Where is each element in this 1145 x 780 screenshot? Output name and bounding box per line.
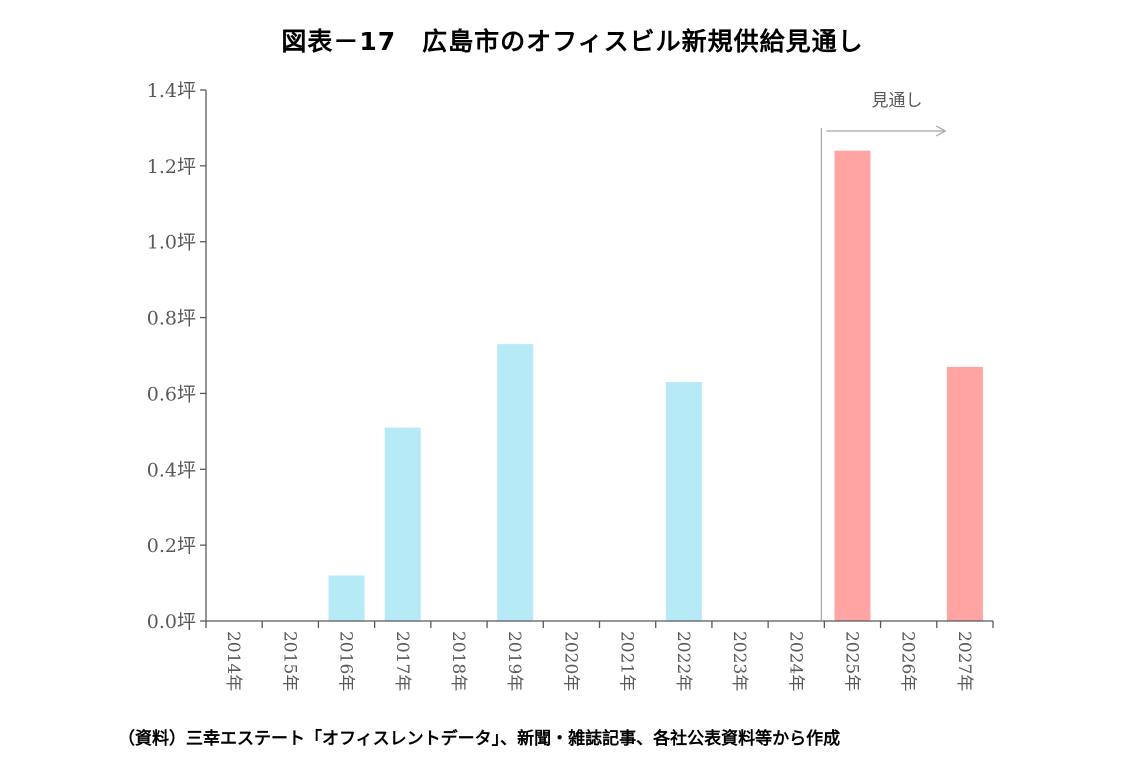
- x-tick-label: 2015年: [279, 631, 299, 691]
- y-tick-label: 1.0坪: [147, 232, 196, 254]
- y-tick-label: 0.0坪: [147, 611, 196, 633]
- bar-2019年: [497, 344, 534, 621]
- forecast-arrowhead: [935, 125, 947, 137]
- bar-2027年: [946, 366, 983, 621]
- x-tick-label: 2022年: [673, 631, 693, 691]
- source-note: （資料）三幸エステート「オフィスレントデータ」、新聞・雑誌記事、各社公表資料等か…: [118, 729, 841, 749]
- bar-2025年: [834, 150, 871, 621]
- bars-layer: [328, 150, 983, 621]
- x-tick-label: 2014年: [223, 631, 243, 691]
- chart-title: 図表－17 広島市のオフィスビル新規供給見通し: [281, 27, 864, 56]
- y-tick-label: 0.8坪: [147, 308, 196, 330]
- x-tick-label: 2023年: [729, 631, 749, 691]
- x-tick-label: 2020年: [560, 631, 580, 691]
- bar-2016年: [328, 575, 365, 621]
- axes-layer: 0.0坪 0.2坪 0.4坪 0.6坪 0.8坪 1.0坪 1.2坪 1.4坪 2014年 201…: [147, 80, 994, 691]
- x-tick-label: 2019年: [504, 631, 524, 691]
- y-tick-label: 1.2坪: [147, 156, 196, 178]
- bar-2022年: [665, 382, 702, 621]
- bar-2017年: [384, 427, 421, 621]
- y-tick-label: 0.6坪: [147, 383, 196, 405]
- forecast-annotation: 見通し: [820, 91, 947, 621]
- x-tick-label: 2024年: [785, 631, 805, 691]
- x-tick-label: 2026年: [898, 631, 918, 691]
- bar-chart: 0.0坪 0.2坪 0.4坪 0.6坪 0.8坪 1.0坪 1.2坪 1.4坪 2014年 201…: [147, 80, 994, 691]
- x-tick-label: 2027年: [954, 631, 974, 691]
- y-tick-label: 1.4坪: [147, 80, 196, 102]
- x-tick-label: 2018年: [448, 631, 468, 691]
- x-tick-label: 2016年: [336, 631, 356, 691]
- x-tick-label: 2025年: [841, 631, 861, 691]
- x-tick-label: 2021年: [617, 631, 637, 691]
- y-tick-label: 0.2坪: [147, 535, 196, 557]
- y-tick-label: 0.4坪: [147, 459, 196, 481]
- x-tick-label: 2017年: [392, 631, 412, 691]
- forecast-label: 見通し: [872, 91, 923, 111]
